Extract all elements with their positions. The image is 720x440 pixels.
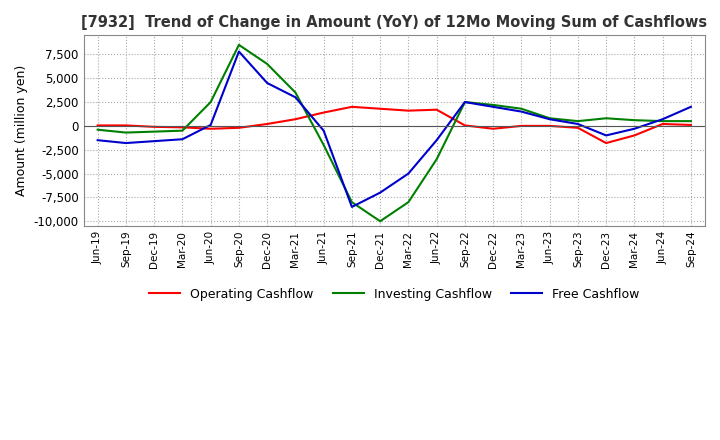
- Free Cashflow: [404, 171, 413, 176]
- Free Cashflow: [94, 138, 102, 143]
- Operating Cashflow: [207, 126, 215, 132]
- Free Cashflow: [207, 122, 215, 128]
- Investing Cashflow: [461, 99, 469, 105]
- Investing Cashflow: [320, 142, 328, 147]
- Operating Cashflow: [574, 125, 582, 130]
- Operating Cashflow: [291, 117, 300, 122]
- Investing Cashflow: [687, 118, 696, 124]
- Free Cashflow: [658, 117, 667, 122]
- Line: Operating Cashflow: Operating Cashflow: [98, 107, 691, 143]
- Operating Cashflow: [263, 121, 271, 127]
- Operating Cashflow: [178, 125, 186, 130]
- Operating Cashflow: [320, 110, 328, 115]
- Operating Cashflow: [94, 123, 102, 128]
- Investing Cashflow: [178, 128, 186, 133]
- Title: [7932]  Trend of Change in Amount (YoY) of 12Mo Moving Sum of Cashflows: [7932] Trend of Change in Amount (YoY) o…: [81, 15, 707, 30]
- Free Cashflow: [630, 126, 639, 132]
- Operating Cashflow: [545, 123, 554, 128]
- Free Cashflow: [320, 128, 328, 133]
- Free Cashflow: [235, 49, 243, 54]
- Free Cashflow: [348, 204, 356, 209]
- Operating Cashflow: [517, 123, 526, 128]
- Investing Cashflow: [122, 130, 130, 135]
- Investing Cashflow: [545, 116, 554, 121]
- Investing Cashflow: [517, 106, 526, 111]
- Investing Cashflow: [574, 118, 582, 124]
- Free Cashflow: [687, 104, 696, 110]
- Investing Cashflow: [376, 219, 384, 224]
- Operating Cashflow: [687, 122, 696, 128]
- Investing Cashflow: [404, 199, 413, 205]
- Free Cashflow: [517, 109, 526, 114]
- Investing Cashflow: [432, 157, 441, 162]
- Free Cashflow: [574, 121, 582, 127]
- Free Cashflow: [489, 104, 498, 110]
- Operating Cashflow: [376, 106, 384, 111]
- Investing Cashflow: [263, 61, 271, 66]
- Investing Cashflow: [658, 118, 667, 124]
- Free Cashflow: [545, 117, 554, 122]
- Investing Cashflow: [291, 90, 300, 95]
- Free Cashflow: [291, 95, 300, 100]
- Operating Cashflow: [122, 123, 130, 128]
- Investing Cashflow: [348, 199, 356, 205]
- Operating Cashflow: [658, 121, 667, 127]
- Operating Cashflow: [404, 108, 413, 113]
- Operating Cashflow: [489, 126, 498, 132]
- Free Cashflow: [178, 136, 186, 142]
- Investing Cashflow: [94, 127, 102, 132]
- Free Cashflow: [263, 81, 271, 86]
- Investing Cashflow: [150, 129, 158, 134]
- Free Cashflow: [376, 190, 384, 195]
- Y-axis label: Amount (million yen): Amount (million yen): [15, 65, 28, 196]
- Operating Cashflow: [461, 123, 469, 128]
- Operating Cashflow: [602, 140, 611, 146]
- Investing Cashflow: [602, 116, 611, 121]
- Operating Cashflow: [432, 107, 441, 112]
- Investing Cashflow: [207, 99, 215, 105]
- Investing Cashflow: [489, 102, 498, 107]
- Line: Investing Cashflow: Investing Cashflow: [98, 45, 691, 221]
- Free Cashflow: [122, 140, 130, 146]
- Legend: Operating Cashflow, Investing Cashflow, Free Cashflow: Operating Cashflow, Investing Cashflow, …: [144, 282, 644, 305]
- Free Cashflow: [602, 133, 611, 138]
- Free Cashflow: [432, 138, 441, 143]
- Operating Cashflow: [348, 104, 356, 110]
- Investing Cashflow: [630, 117, 639, 123]
- Free Cashflow: [150, 139, 158, 144]
- Operating Cashflow: [630, 133, 639, 138]
- Line: Free Cashflow: Free Cashflow: [98, 51, 691, 207]
- Free Cashflow: [461, 99, 469, 105]
- Operating Cashflow: [235, 125, 243, 130]
- Investing Cashflow: [235, 42, 243, 48]
- Operating Cashflow: [150, 124, 158, 129]
